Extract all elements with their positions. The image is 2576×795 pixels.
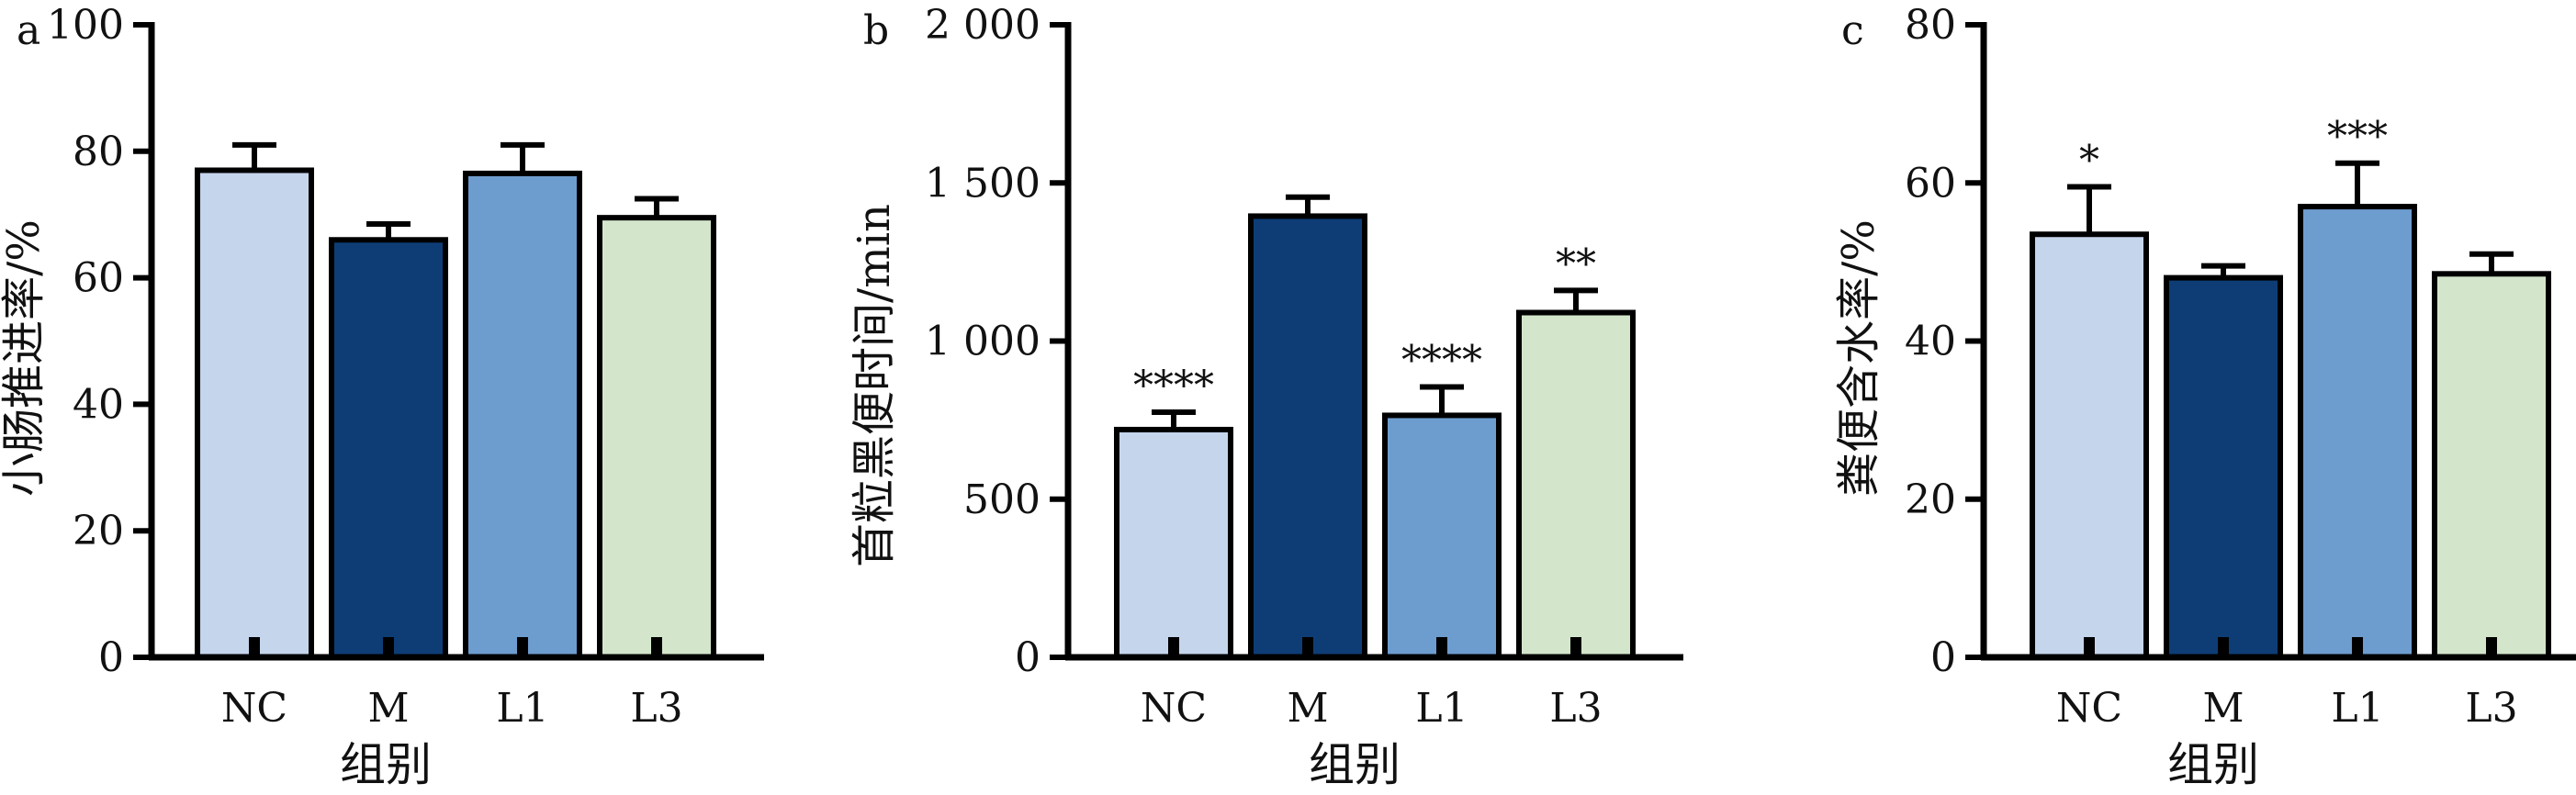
y-tick-label-a-100: 100 [47, 2, 124, 49]
bars-c: **** [2030, 114, 2551, 660]
y-tick-label-a-20: 20 [73, 508, 124, 554]
y-tick-label-a-40: 40 [73, 381, 124, 428]
y-axis-label-a: 小肠推进率/% [0, 219, 50, 497]
y-tick-label-b-500: 500 [963, 476, 1041, 523]
bars-b: ********** [1114, 194, 1636, 661]
y-tick-label-b-1000: 1 000 [925, 319, 1041, 365]
x-tick-label-a-L1: L1 [496, 685, 548, 732]
significance-b-L1: **** [1401, 337, 1482, 384]
bar-a-L3 [597, 215, 716, 661]
x-tick-label-b-L3: L3 [1549, 685, 1602, 732]
x-tick-label-c-M: M [2202, 685, 2244, 732]
y-tick-label-c-80: 80 [1905, 2, 1956, 49]
x-axis-label-a: 组别 [340, 738, 432, 790]
bar-base-mark-c-NC [2084, 637, 2095, 655]
significance-c-NC: * [2079, 138, 2099, 185]
x-axis-label-b: 组别 [1309, 738, 1400, 790]
bar-b-L1 [1382, 412, 1502, 660]
bar-base-mark-a-NC [249, 637, 260, 655]
panel-b: b 首粒黑便时间/min 组别 ********** NC M L1 L305001 … [849, 2, 1683, 791]
bar-base-mark-c-M [2218, 637, 2229, 655]
y-tick-label-a-0: 0 [98, 634, 124, 681]
bar-base-mark-b-L3 [1570, 637, 1581, 655]
y-axis-label-c: 粪便含水率/% [1833, 219, 1884, 497]
bar-base-mark-c-L1 [2352, 637, 2363, 655]
y-tick-label-a-60: 60 [73, 255, 124, 302]
bar-a-L1 [463, 170, 582, 661]
bar-c-M [2164, 274, 2283, 660]
y-tick-label-c-40: 40 [1905, 319, 1956, 365]
bar-c-NC [2030, 231, 2149, 660]
x-tick-label-a-NC: NC [221, 685, 287, 732]
y-tick-label-c-0: 0 [1930, 634, 1956, 681]
bars-a [195, 141, 716, 661]
bar-base-mark-b-M [1302, 637, 1313, 655]
panel-letter-c: c [1841, 7, 1864, 54]
bar-b-L3 [1516, 309, 1636, 660]
x-tick-label-a-M: M [367, 685, 409, 732]
panel-a: a 小肠推进率/% 组别 NC M L1 L3 0 20 40 60 80 100 [0, 2, 764, 791]
bar-b-M [1248, 213, 1367, 661]
x-tick-label-c-L3: L3 [2465, 685, 2517, 732]
x-tick-label-b-L1: L1 [1415, 685, 1468, 732]
bar-base-mark-c-L3 [2486, 637, 2497, 655]
x-tick-label-c-NC: NC [2056, 685, 2122, 732]
x-axis-label-c: 组别 [2167, 738, 2259, 790]
y-tick-label-b-0: 0 [1015, 634, 1041, 681]
significance-b-L3: ** [1556, 241, 1596, 287]
y-axis-label-b: 首粒黑便时间/min [849, 204, 900, 567]
y-tick-label-c-60: 60 [1905, 160, 1956, 207]
bar-a-NC [195, 167, 314, 661]
bar-base-mark-a-L3 [651, 637, 662, 655]
axes-b: NC M L1 L3 0 500 1 000 1 500 2 000 [925, 2, 1683, 732]
y-tick-label-a-80: 80 [73, 129, 124, 175]
x-tick-label-c-L1: L1 [2331, 685, 2383, 732]
bar-c-L3 [2432, 271, 2551, 660]
panel-letter-a: a [17, 7, 40, 54]
axes-a: NC M L1 L3 0 20 40 60 80 100 [47, 2, 764, 732]
y-tick-label-b-2000: 2 000 [925, 2, 1041, 49]
axes-c: NC M L1 L3 0 20 40 60 80 [1905, 2, 2576, 732]
y-tick-label-c-20: 20 [1905, 476, 1956, 523]
bar-c-L1 [2298, 204, 2417, 660]
bar-b-NC [1114, 426, 1233, 660]
bar-base-mark-b-L1 [1436, 637, 1447, 655]
significance-b-NC: **** [1133, 363, 1214, 409]
bar-base-mark-a-M [383, 637, 394, 655]
bar-a-M [329, 237, 448, 660]
x-tick-label-b-M: M [1287, 685, 1328, 732]
bar-base-mark-a-L1 [517, 637, 528, 655]
significance-c-L1: *** [2327, 114, 2388, 161]
bar-base-mark-b-NC [1168, 637, 1179, 655]
x-tick-label-b-NC: NC [1141, 685, 1207, 732]
y-tick-label-b-1500: 1 500 [925, 160, 1041, 207]
x-tick-label-a-L3: L3 [630, 685, 682, 732]
panel-letter-b: b [863, 7, 889, 54]
